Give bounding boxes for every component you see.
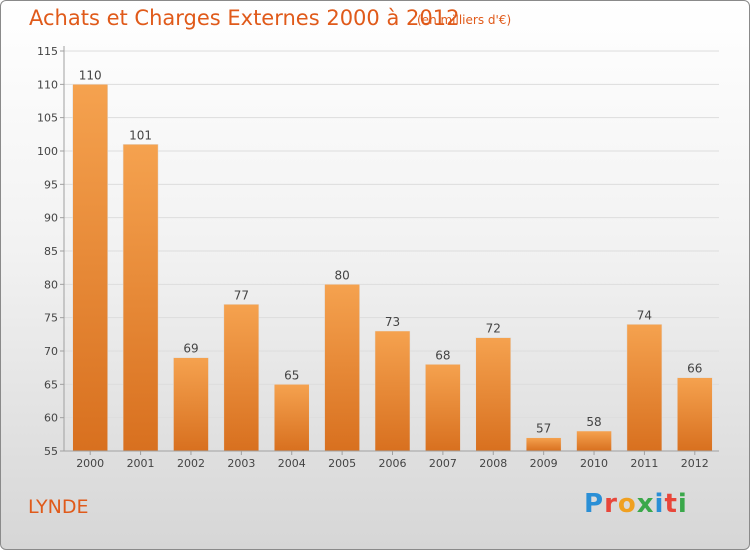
bar-value-label: 66 (687, 362, 702, 376)
bar (425, 364, 461, 452)
bar (223, 304, 260, 452)
bars: 110 101 69 77 65 80 73 68 72 57 58 74 66 (72, 68, 713, 452)
bar-value-label: 69 (183, 342, 198, 356)
y-tick-label: 55 (44, 445, 58, 458)
x-tick-label: 2002 (177, 457, 205, 470)
logo-letter: t (664, 489, 678, 519)
x-tick-label: 2009 (530, 457, 558, 470)
chart-title: Achats et Charges Externes 2000 à 2012 (29, 6, 460, 30)
logo-letter: i (677, 489, 688, 519)
y-tick-label: 65 (44, 378, 58, 391)
x-tick-label: 2003 (227, 457, 255, 470)
x-tick-label: 2004 (278, 457, 306, 470)
x-tick-labels: 2000 2001 2002 2003 2004 2005 2006 2007 2008 2009… (76, 451, 709, 470)
y-tick-label: 75 (44, 312, 58, 325)
x-tick-label: 2012 (681, 457, 709, 470)
x-tick-label: 2001 (127, 457, 155, 470)
y-tick-label: 95 (44, 178, 58, 191)
x-tick-label: 2010 (580, 457, 608, 470)
bar (475, 337, 512, 452)
bar-value-label: 80 (334, 268, 349, 282)
bar (626, 324, 663, 452)
logo-letter: i (654, 489, 665, 519)
y-tick-label: 100 (37, 145, 58, 158)
x-tick-label: 2006 (379, 457, 407, 470)
logo-letter: o (617, 489, 637, 519)
bar-value-label: 74 (637, 308, 652, 322)
bar (374, 330, 411, 452)
bar-value-label: 72 (486, 322, 501, 336)
bar-value-label: 73 (385, 315, 400, 329)
bar-value-label: 57 (536, 422, 551, 436)
bar (576, 430, 612, 452)
x-tick-label: 2007 (429, 457, 457, 470)
bar (122, 144, 159, 452)
y-tick-label: 85 (44, 245, 58, 258)
commune-name: LYNDE (28, 496, 89, 518)
bar-value-label: 65 (284, 368, 299, 382)
proxiti-logo: Proxiti (584, 489, 688, 519)
logo-letter: P (584, 489, 605, 519)
logo-letter: r (604, 489, 618, 519)
bar-value-label: 58 (586, 415, 601, 429)
y-tick-label: 105 (37, 112, 58, 125)
y-tick-label: 115 (37, 45, 58, 58)
bar-value-label: 77 (234, 288, 249, 302)
y-tick-labels: 55 60 65 70 75 80 85 90 95 100 105 110 115 (37, 45, 64, 458)
y-tick-label: 110 (37, 78, 58, 91)
chart-subtitle: (en milliers d'€) (417, 13, 512, 27)
x-tick-label: 2000 (76, 457, 104, 470)
x-tick-label: 2011 (630, 457, 658, 470)
bar (72, 84, 108, 452)
logo-letter: x (636, 489, 655, 519)
bar (173, 357, 209, 452)
bar (273, 384, 310, 452)
x-tick-label: 2008 (479, 457, 507, 470)
bar (525, 437, 562, 452)
bar-value-label: 68 (435, 348, 450, 362)
bar-value-label: 101 (129, 128, 152, 142)
y-tick-label: 60 (44, 412, 58, 425)
bar (324, 284, 360, 452)
y-tick-label: 70 (44, 345, 58, 358)
bar (677, 377, 713, 452)
bar-value-label: 110 (79, 68, 102, 82)
x-tick-label: 2005 (328, 457, 356, 470)
y-tick-label: 90 (44, 212, 58, 225)
y-tick-label: 80 (44, 278, 58, 291)
